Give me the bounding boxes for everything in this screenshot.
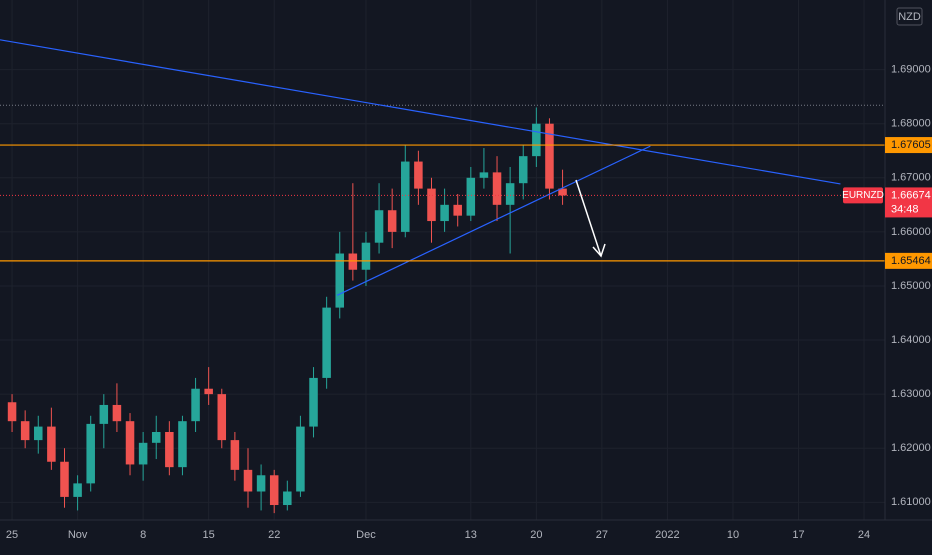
candle-body (387, 210, 397, 232)
candle-body (558, 188, 567, 196)
level-label: 1.65464 (891, 255, 931, 267)
candle-body (532, 123, 541, 157)
currency-box[interactable] (896, 7, 923, 26)
candle-body (374, 210, 384, 243)
candle-body (138, 442, 148, 465)
candle-body (230, 440, 240, 470)
y-tick-label: 1.65000 (891, 280, 931, 292)
candle-body (151, 431, 161, 443)
grid (0, 0, 885, 520)
candle-body (217, 394, 227, 441)
candle-body (479, 172, 489, 178)
symbol-label: EURNZD (842, 190, 884, 201)
candle-body (191, 388, 200, 422)
candle-body (440, 204, 449, 222)
trendline (336, 145, 651, 296)
candle-body (545, 123, 554, 189)
candle-body (165, 431, 174, 468)
candle-body (125, 421, 135, 465)
candle-body (309, 377, 318, 427)
candle-body (99, 404, 109, 424)
candle-body (453, 204, 462, 216)
candle-body (414, 161, 423, 189)
candle-body (7, 402, 17, 422)
candle-body (401, 161, 410, 232)
last-price-tag (885, 187, 932, 218)
x-tick-label: 27 (596, 529, 608, 541)
level-label: 1.67605 (891, 139, 931, 151)
candle-body (112, 404, 122, 422)
y-tick-label: 1.67000 (891, 172, 931, 184)
candle-body (296, 426, 305, 492)
x-tick-label: 17 (792, 529, 804, 541)
level-tag (885, 252, 932, 269)
x-tick-label: 22 (268, 529, 280, 541)
candle-body (34, 426, 43, 441)
candle-body (60, 461, 69, 497)
candle-body (348, 253, 358, 270)
axes: 1.61000 1.62000 1.63000 1.64000 1.65000 1.660… (6, 64, 932, 541)
x-tick-label: 25 (6, 529, 18, 541)
candle-body (492, 172, 502, 205)
candle-body (178, 421, 187, 468)
candle-body (466, 177, 476, 216)
x-tick-label: 20 (530, 529, 542, 541)
candle-body (204, 388, 213, 395)
level-tag (885, 137, 932, 154)
candle-body (335, 253, 344, 308)
x-tick-label: 15 (203, 529, 215, 541)
candle-body (86, 423, 95, 484)
currency-label: NZD (898, 11, 921, 23)
x-tick-label: 13 (465, 529, 477, 541)
candle-body (47, 426, 56, 462)
candle-body (269, 475, 279, 506)
candle-body (518, 156, 528, 184)
y-tick-label: 1.69000 (891, 64, 931, 76)
y-tick-label: 1.68000 (891, 118, 931, 130)
x-tick-label: 10 (727, 529, 739, 541)
candle-body (243, 469, 253, 492)
candle-body (427, 188, 436, 222)
candle-body (505, 183, 515, 205)
y-tick-label: 1.61000 (891, 496, 931, 508)
candle-body (322, 307, 331, 378)
candle-body (256, 475, 266, 492)
x-tick-label: Nov (68, 529, 88, 541)
candle-body (73, 483, 82, 497)
y-tick-label: 1.66000 (891, 226, 931, 238)
candle-body (20, 421, 30, 441)
last-price-label: 1.66674 (891, 189, 931, 201)
candle-body (283, 491, 292, 506)
plot-area (0, 39, 885, 514)
annotation-arrow (575, 179, 606, 258)
x-tick-label: 8 (140, 529, 146, 541)
x-tick-label: Dec (356, 529, 376, 541)
countdown-label: 34:48 (891, 203, 919, 215)
y-tick-label: 1.63000 (891, 388, 931, 400)
y-tick-label: 1.64000 (891, 334, 931, 346)
x-tick-label: 2022 (655, 529, 679, 541)
y-tick-label: 1.62000 (891, 442, 931, 454)
symbol-tag (843, 187, 883, 204)
candle-body (361, 242, 371, 270)
trendline (0, 39, 841, 185)
x-tick-label: 24 (858, 529, 870, 541)
